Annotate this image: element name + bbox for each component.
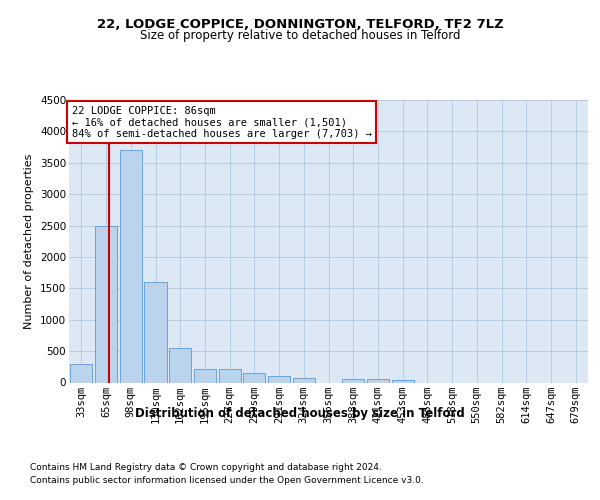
Bar <box>218 369 241 382</box>
Text: Contains HM Land Registry data © Crown copyright and database right 2024.: Contains HM Land Registry data © Crown c… <box>30 462 382 471</box>
Text: 22 LODGE COPPICE: 86sqm
← 16% of detached houses are smaller (1,501)
84% of semi: 22 LODGE COPPICE: 86sqm ← 16% of detache… <box>71 106 371 139</box>
Text: 22, LODGE COPPICE, DONNINGTON, TELFORD, TF2 7LZ: 22, LODGE COPPICE, DONNINGTON, TELFORD, … <box>97 18 503 30</box>
Text: Size of property relative to detached houses in Telford: Size of property relative to detached ho… <box>140 29 460 42</box>
Bar <box>243 373 265 382</box>
Bar <box>268 376 290 382</box>
Bar <box>342 380 364 382</box>
Bar <box>70 364 92 382</box>
Bar <box>293 378 315 382</box>
Y-axis label: Number of detached properties: Number of detached properties <box>25 154 34 329</box>
Bar <box>194 368 216 382</box>
Bar <box>392 380 414 382</box>
Bar <box>169 348 191 382</box>
Bar <box>367 380 389 382</box>
Text: Contains public sector information licensed under the Open Government Licence v3: Contains public sector information licen… <box>30 476 424 485</box>
Bar <box>95 226 117 382</box>
Bar <box>145 282 167 382</box>
Bar <box>119 150 142 382</box>
Text: Distribution of detached houses by size in Telford: Distribution of detached houses by size … <box>135 408 465 420</box>
